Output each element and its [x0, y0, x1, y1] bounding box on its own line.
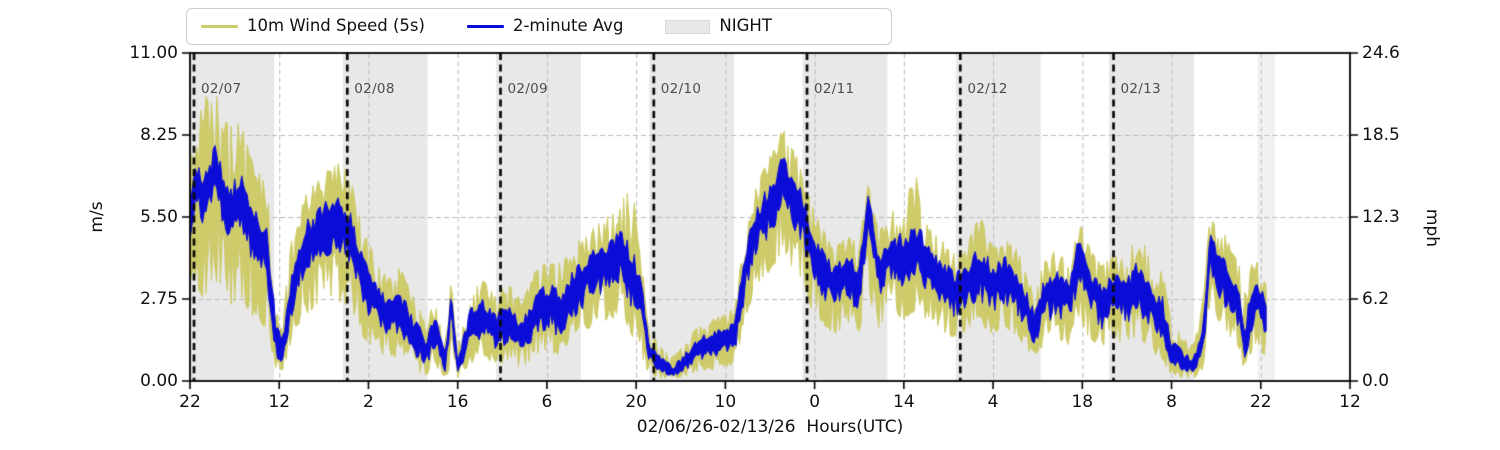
x-tick-label: 22: [1249, 392, 1272, 412]
legend-item-wind-5s: 10m Wind Speed (5s): [201, 18, 425, 35]
x-tick-label: 12: [1339, 392, 1361, 412]
x-tick-label: 6: [541, 392, 553, 412]
right-axis-label: mph: [1422, 208, 1442, 248]
day-label: 02/11: [814, 81, 855, 97]
x-tick-label: 8: [1166, 392, 1177, 412]
right-tick-label: 18.5: [1362, 125, 1400, 145]
night-patch-swatch: [665, 19, 711, 34]
wind-5s-line-swatch: [201, 24, 238, 29]
left-tick-label: 5.50: [140, 207, 178, 227]
x-tick-label: 18: [1071, 392, 1094, 412]
avg-2min-legend-label: 2-minute Avg: [512, 16, 624, 36]
day-label: 02/12: [967, 81, 1008, 97]
left-tick-label: 11.00: [129, 43, 178, 63]
x-axis-label: 02/06/26-02/13/26 Hours(UTC): [636, 417, 904, 437]
x-tick-label: 20: [625, 392, 647, 412]
right-tick-label: 6.2: [1362, 289, 1390, 309]
legend: 10m Wind Speed (5s) 2-minute Avg NIGHT: [186, 8, 892, 45]
x-tick-label: 22: [179, 392, 201, 412]
x-tick-label: 2: [363, 392, 374, 412]
day-label: 02/08: [354, 81, 395, 97]
day-label: 02/10: [660, 81, 702, 97]
wind-5s-legend-label: 10m Wind Speed (5s): [247, 16, 425, 36]
left-tick-label: 2.75: [140, 289, 178, 309]
avg-2min-line-swatch: [466, 24, 504, 29]
x-tick-label: 12: [268, 392, 291, 412]
day-label: 02/07: [201, 81, 242, 97]
legend-item-night: NIGHT: [665, 16, 772, 36]
night-legend-label: NIGHT: [719, 16, 772, 36]
x-tick-label: 4: [987, 392, 999, 412]
left-tick-label: 0.00: [140, 371, 178, 391]
x-tick-label: 16: [446, 392, 469, 412]
x-tick-label: 0: [809, 392, 821, 412]
legend-item-2min-avg: 2-minute Avg: [466, 16, 624, 36]
right-tick-label: 24.6: [1362, 43, 1400, 63]
day-label: 02/13: [1120, 81, 1161, 97]
day-label: 02/09: [507, 81, 548, 97]
left-tick-label: 8.25: [140, 125, 178, 145]
x-tick-label: 10: [714, 392, 737, 412]
right-tick-label: 12.3: [1362, 207, 1400, 227]
x-tick-label: 14: [893, 392, 915, 412]
right-tick-label: 0.0: [1362, 371, 1390, 391]
left-axis-label: m/s: [87, 201, 107, 233]
